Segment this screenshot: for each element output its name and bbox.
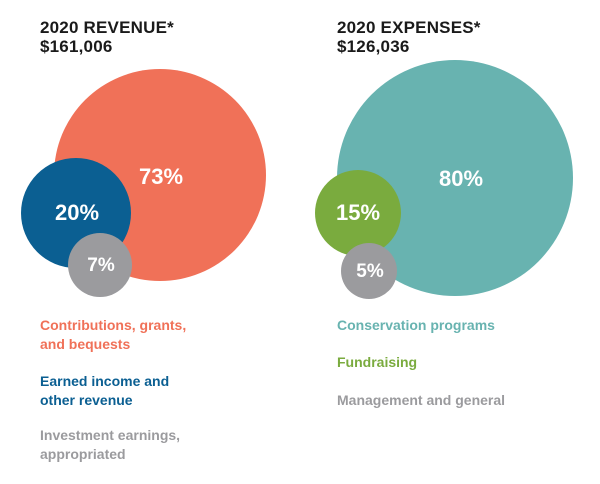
revenue-legend-item-1: Contributions, grants, and bequests <box>40 316 186 354</box>
expenses-legend-item-3: Management and general <box>337 391 505 410</box>
expenses-legend-item-1-line-1: Conservation programs <box>337 317 495 333</box>
expenses-bubble-2 <box>315 170 401 256</box>
revenue-legend-item-2-line-2: other revenue <box>40 392 133 408</box>
revenue-bubble-label-3: 7% <box>87 255 115 276</box>
revenue-bubble-label-1: 73% <box>139 164 183 189</box>
revenue-title: 2020 REVENUE* $161,006 <box>40 18 174 56</box>
expenses-legend-item-2: Fundraising <box>337 353 417 372</box>
expenses-legend-item-3-line-1: Management and general <box>337 392 506 408</box>
expenses-bubble-label-3: 5% <box>356 261 384 282</box>
expenses-title-text: 2020 EXPENSES* <box>337 18 481 37</box>
revenue-legend-item-3-line-2: appropriated <box>40 446 126 462</box>
expenses-title: 2020 EXPENSES* $126,036 <box>337 18 481 56</box>
revenue-bubble-label-2: 20% <box>55 200 99 225</box>
revenue-legend-item-2-line-1: Earned income and <box>40 373 170 389</box>
revenue-legend-item-1-line-1: Contributions, grants, <box>40 317 187 333</box>
revenue-legend-item-2: Earned income and other revenue <box>40 372 169 410</box>
revenue-title-text: 2020 REVENUE* <box>40 18 174 37</box>
revenue-legend-item-3-line-1: Investment earnings, <box>40 427 181 443</box>
revenue-legend-item-1-line-2: and bequests <box>40 336 131 352</box>
expenses-bubble-1 <box>337 60 573 296</box>
expenses-bubble-label-2: 15% <box>336 200 380 225</box>
expenses-legend-item-1: Conservation programs <box>337 316 495 335</box>
expenses-total: $126,036 <box>337 37 410 56</box>
expenses-bubble-3 <box>341 243 397 299</box>
expenses-bubble-label-1: 80% <box>439 166 483 191</box>
revenue-total: $161,006 <box>40 37 113 56</box>
expenses-legend-item-2-line-1: Fundraising <box>337 354 418 370</box>
revenue-bubble-3 <box>68 233 132 297</box>
revenue-legend-item-3: Investment earnings, appropriated <box>40 426 180 464</box>
